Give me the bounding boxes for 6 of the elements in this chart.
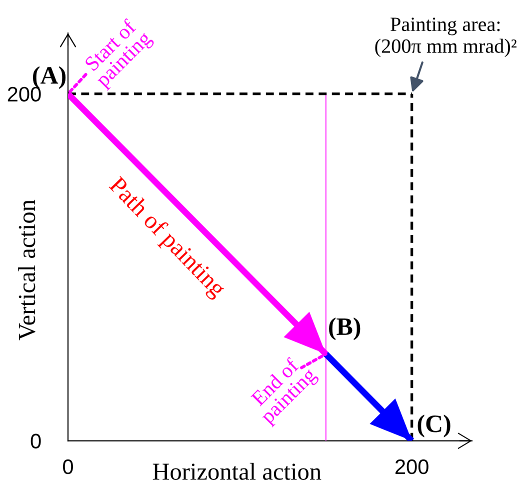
annotation: (C)	[418, 414, 450, 438]
annotation: (A)	[33, 66, 66, 89]
x-axis-title: Horizontal action	[152, 462, 322, 480]
annotation: (B)	[329, 317, 360, 340]
y-axis-title: Vertical action	[18, 200, 36, 340]
annotation: Painting area: (200π mm mrad)²	[375, 18, 516, 58]
